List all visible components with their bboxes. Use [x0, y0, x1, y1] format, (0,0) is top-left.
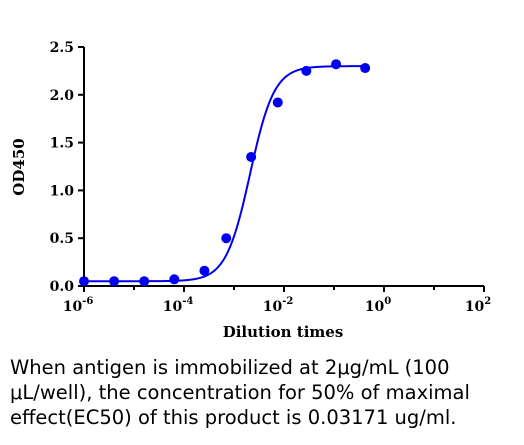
y-axis-title: OD450	[10, 138, 28, 195]
data-point	[169, 274, 180, 285]
x-tick-label: 102	[465, 296, 491, 315]
y-tick-label: 0.0	[50, 279, 75, 295]
x-tick-label: 10-2	[263, 296, 294, 315]
data-points	[79, 59, 371, 287]
x-tick-label: 10-6	[63, 296, 94, 315]
x-tick-label: 10-4	[163, 296, 194, 315]
x-axis-title: Dilution times	[223, 323, 344, 341]
data-point	[199, 265, 210, 276]
data-point	[139, 276, 150, 287]
data-point	[301, 65, 312, 76]
ec50-caption: When antigen is immobilized at 2μg/mL (1…	[10, 356, 470, 429]
y-axis: 0.0 0.5 1.0 1.5 2.0 2.5	[50, 40, 85, 295]
data-point	[79, 276, 89, 287]
y-tick-label: 2.0	[50, 88, 75, 104]
y-tick-label: 0.5	[50, 231, 74, 247]
y-tick-label: 1.0	[50, 183, 75, 199]
y-tick-label: 1.5	[50, 136, 74, 152]
data-point	[360, 63, 371, 74]
data-point	[221, 233, 232, 244]
data-point	[272, 97, 283, 108]
y-tick-label: 2.5	[50, 40, 74, 56]
x-tick-label: 100	[365, 296, 391, 315]
dose-response-chart: 0.0 0.5 1.0 1.5 2.0 2.5 10-6 10-4 10-2 100 102 OD…	[10, 40, 491, 341]
data-point	[246, 151, 257, 162]
data-point	[331, 59, 342, 70]
x-axis: 10-6 10-4 10-2 100 102	[63, 285, 491, 315]
data-point	[109, 276, 120, 287]
fit-curve	[84, 65, 366, 283]
